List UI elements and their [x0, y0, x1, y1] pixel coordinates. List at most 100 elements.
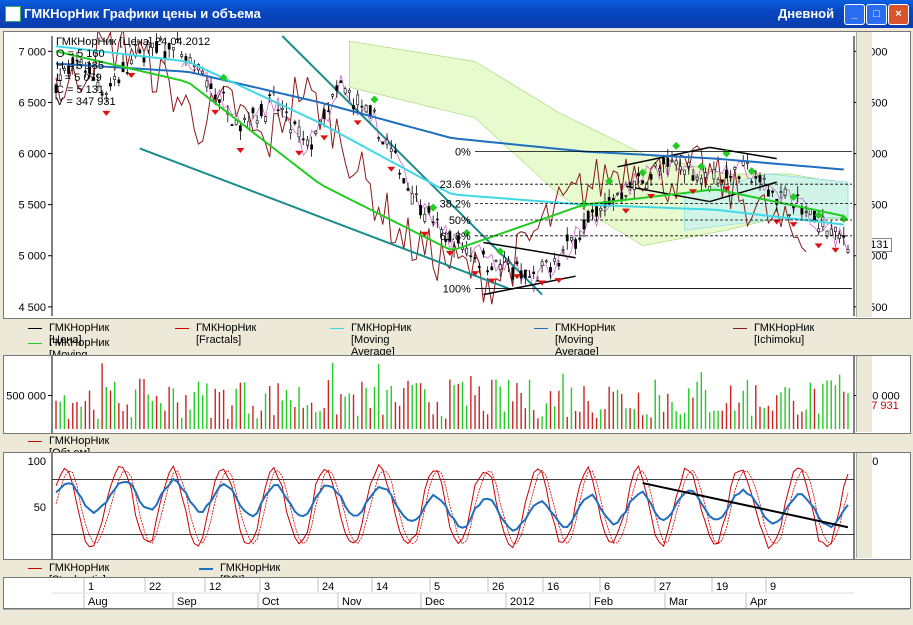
- price-scrollbar[interactable]: [856, 32, 872, 317]
- candle-body: [230, 124, 234, 126]
- volume-panel[interactable]: 500 000 500 000 347 931: [3, 355, 911, 434]
- candle-body: [465, 247, 469, 255]
- candle-body: [716, 179, 720, 184]
- candle-body: [456, 235, 460, 244]
- candle-body: [67, 65, 70, 75]
- candle-body: [620, 192, 624, 200]
- info-close: C = 5 131: [56, 84, 105, 96]
- date-month-label: Sep: [177, 596, 197, 608]
- fractal-down-marker: [554, 277, 563, 283]
- candle-body: [683, 169, 686, 175]
- candle-body: [113, 76, 117, 80]
- candle-body: [322, 109, 326, 119]
- candle-body: [477, 266, 481, 268]
- candle-body: [515, 261, 519, 265]
- candle-body: [280, 108, 284, 110]
- maximize-button[interactable]: □: [866, 4, 887, 25]
- date-day-label: 27: [659, 581, 671, 593]
- candle-body: [754, 176, 758, 179]
- y-tick-label-left: 5 500: [18, 200, 46, 212]
- candle-body: [729, 176, 733, 178]
- candle-body: [582, 219, 586, 230]
- candle-body: [360, 105, 364, 108]
- candle-body: [578, 237, 582, 240]
- date-day-label: 22: [149, 581, 161, 593]
- date-day-label: 26: [492, 581, 504, 593]
- trend-line-lower: [139, 147, 509, 290]
- candle-body: [264, 116, 267, 123]
- date-axis: 1 22 12 3 24 14 5 26 16 6 27 19 9 Aug Sep Oct Nov Dec 2012…: [3, 577, 911, 609]
- candle-body: [222, 91, 226, 94]
- date-month-label: 2012: [510, 596, 534, 608]
- candle-body: [155, 41, 158, 53]
- osc-tick-label-left: 50: [34, 502, 46, 514]
- fractal-down-marker: [789, 222, 798, 228]
- candle-body: [720, 179, 724, 183]
- candle-body: [796, 194, 800, 197]
- title-bar[interactable]: ГМКНорНик Графики цены и объема Дневной …: [0, 0, 913, 28]
- app-icon[interactable]: [5, 6, 21, 22]
- candle-body: [293, 121, 297, 125]
- candle-body: [737, 176, 741, 180]
- fib-level-label: 0%: [455, 146, 471, 158]
- candle-body: [431, 221, 435, 224]
- candle-body: [394, 150, 397, 153]
- candle-body: [829, 228, 833, 236]
- candle-body: [670, 159, 674, 162]
- date-day-label: 5: [434, 581, 440, 593]
- minimize-button[interactable]: _: [844, 4, 865, 25]
- candle-body: [201, 70, 205, 74]
- candle-body: [658, 168, 661, 172]
- ichimoku-tenkan-line: [181, 58, 849, 293]
- candle-body: [653, 163, 657, 167]
- candle-body: [641, 180, 645, 184]
- fractal-down-marker: [487, 278, 496, 284]
- candle-body: [762, 177, 766, 180]
- y-tick-label-left: 6 500: [18, 97, 46, 109]
- candle-body: [804, 211, 808, 213]
- candle-body: [817, 228, 821, 232]
- fractal-down-marker: [831, 247, 840, 253]
- candle-body: [58, 74, 62, 81]
- horizontal-scrollbar[interactable]: [3, 609, 909, 624]
- fib-level-label: 61.8%: [440, 231, 471, 243]
- candle-body: [402, 178, 406, 184]
- y-tick-label-left: 6 000: [18, 149, 46, 161]
- fractal-down-marker: [772, 219, 781, 225]
- candle-body: [134, 44, 138, 47]
- price-panel[interactable]: 0% 23.6% 38.2% 50% 61.8% 100% 7 000 7 000 6 500…: [3, 31, 911, 319]
- candle-body: [712, 169, 716, 180]
- period-label[interactable]: Дневной: [778, 6, 835, 21]
- candle-body: [117, 79, 121, 84]
- candle-body: [289, 129, 293, 134]
- candle-body: [306, 139, 309, 146]
- candle-body: [54, 84, 58, 94]
- candle-body: [301, 138, 305, 141]
- candle-body: [444, 238, 448, 242]
- date-month-label: Apr: [750, 596, 767, 608]
- candle-body: [92, 77, 96, 81]
- candle-body: [268, 94, 272, 96]
- stochastic-line: [55, 463, 849, 550]
- candle-body: [419, 204, 422, 216]
- close-button[interactable]: ×: [888, 4, 909, 25]
- candle-body: [406, 188, 410, 191]
- info-header: ГМКНорНик [Цена] 24.04.2012: [56, 36, 211, 48]
- candle-body: [570, 237, 573, 241]
- oscillator-chart[interactable]: 1001005050: [4, 453, 910, 559]
- volume-legend: ГМКНорНик [Объем]: [0, 433, 913, 459]
- volume-scrollbar[interactable]: [856, 356, 872, 432]
- candle-body: [389, 148, 393, 152]
- candle-body: [243, 117, 246, 120]
- info-high: H = 5 185: [56, 60, 105, 72]
- fractal-down-marker: [295, 150, 304, 156]
- oscillator-panel[interactable]: 1001005050: [3, 452, 911, 560]
- fib-level-label: 38.2%: [440, 199, 471, 211]
- candle-body: [502, 257, 506, 263]
- volume-chart[interactable]: 500 000 500 000: [4, 356, 910, 433]
- candle-body: [846, 249, 850, 253]
- date-month-label: Dec: [425, 596, 445, 608]
- y-tick-label-left: 7 000: [18, 46, 46, 58]
- oscillator-scrollbar[interactable]: [856, 453, 872, 558]
